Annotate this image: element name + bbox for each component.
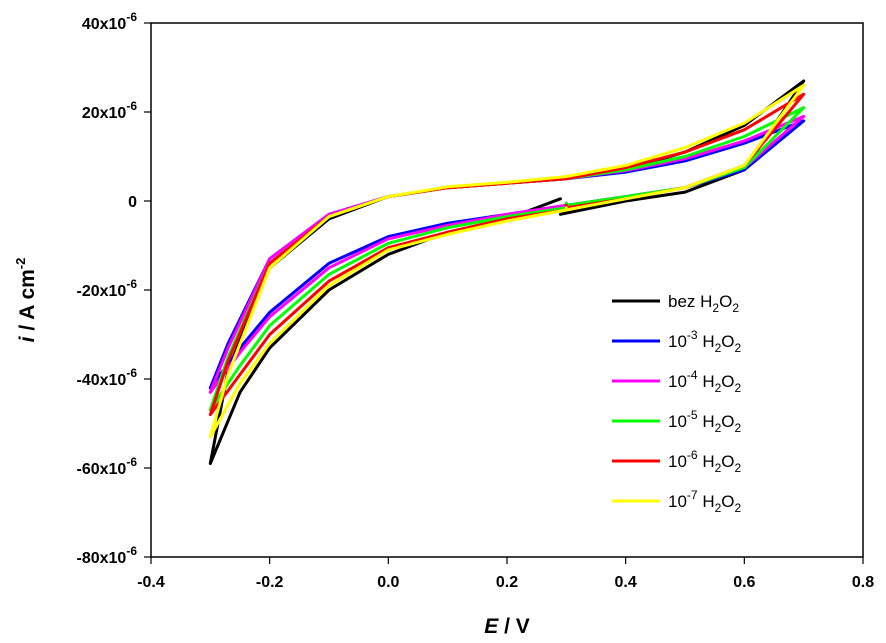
legend-prefix: 10 bbox=[668, 452, 687, 471]
y-tick-label: 40x10-6 bbox=[82, 10, 137, 33]
legend-label: 10-3 H2O2 bbox=[668, 328, 742, 355]
series-curve bbox=[208, 79, 806, 465]
x-tick-label: -0.4 bbox=[137, 574, 165, 591]
y-tick-mantissa: -40x10 bbox=[77, 372, 127, 389]
y-tick-mantissa: -20x10 bbox=[77, 283, 127, 300]
legend-item: 10-3 H2O2 bbox=[612, 328, 742, 355]
legend-prefix: 10 bbox=[668, 372, 687, 391]
legend-exponent: -6 bbox=[687, 448, 698, 462]
y-tick-mantissa: 0 bbox=[128, 194, 137, 211]
y-tick-exponent: -6 bbox=[126, 544, 137, 558]
legend-species: H bbox=[702, 372, 714, 391]
legend-exponent: -5 bbox=[687, 408, 698, 422]
y-axis-symbol: i bbox=[16, 335, 39, 342]
legend-label: 10-5 H2O2 bbox=[668, 408, 742, 435]
legend-species: H bbox=[702, 412, 714, 431]
legend-label: 10-7 H2O2 bbox=[668, 488, 742, 515]
y-tick-exponent: -6 bbox=[126, 277, 137, 291]
y-axis-unit-exponent: -2 bbox=[13, 258, 28, 270]
legend-prefix: 10 bbox=[668, 492, 687, 511]
legend-item: 10-6 H2O2 bbox=[612, 448, 742, 475]
y-tick-mantissa: 20x10 bbox=[82, 105, 127, 122]
legend-item: bez H2O2 bbox=[612, 292, 739, 315]
legend-prefix: 10 bbox=[668, 332, 687, 351]
y-tick-label: -60x10-6 bbox=[77, 455, 138, 478]
legend-exponent: -7 bbox=[687, 488, 698, 502]
y-axis-unit: / A cm bbox=[16, 269, 39, 336]
x-tick-label: 0.2 bbox=[496, 574, 518, 591]
y-tick-mantissa: 40x10 bbox=[82, 16, 127, 33]
legend: bez H2O2 10-3 H2O2 10-4 H2O2 10-5 H2O2 10-6 … bbox=[612, 292, 742, 515]
x-tick-label: 0.8 bbox=[852, 574, 874, 591]
y-tick-label: 20x10-6 bbox=[82, 99, 137, 122]
legend-label: bez H2O2 bbox=[668, 292, 739, 315]
x-tick-label: 0.4 bbox=[615, 574, 637, 591]
legend-item: 10-7 H2O2 bbox=[612, 488, 742, 515]
tick-layer: -0.4 -0.2 0.0 0.2 0.4 0.6 0.840x10-620x10-60-2… bbox=[77, 10, 875, 591]
y-tick-exponent: -6 bbox=[126, 10, 137, 24]
legend-species: H bbox=[702, 332, 714, 351]
series-curve bbox=[208, 92, 806, 417]
legend-label: 10-6 H2O2 bbox=[668, 448, 742, 475]
x-tick-label: 0.0 bbox=[377, 574, 399, 591]
legend-species: H bbox=[702, 492, 714, 511]
legend-exponent: -4 bbox=[687, 368, 698, 382]
y-axis-title: i / A cm-2 bbox=[13, 258, 39, 343]
y-tick-exponent: -6 bbox=[126, 455, 137, 469]
y-tick-mantissa: -80x10 bbox=[77, 550, 127, 567]
legend-exponent: -3 bbox=[687, 328, 698, 342]
series-layer bbox=[208, 79, 806, 465]
y-tick-label: -20x10-6 bbox=[77, 277, 138, 300]
legend-item: 10-4 H2O2 bbox=[612, 368, 742, 395]
series-curve bbox=[208, 83, 806, 439]
legend-prefix: bez bbox=[668, 292, 700, 311]
y-tick-label: -40x10-6 bbox=[77, 366, 138, 389]
x-axis-title: E / V bbox=[484, 615, 530, 638]
x-tick-label: -0.2 bbox=[256, 574, 284, 591]
legend-label: 10-4 H2O2 bbox=[668, 368, 742, 395]
legend-item: 10-5 H2O2 bbox=[612, 408, 742, 435]
x-axis-symbol: E bbox=[484, 615, 499, 638]
legend-species: H bbox=[702, 452, 714, 471]
y-tick-exponent: -6 bbox=[126, 366, 137, 380]
legend-prefix: 10 bbox=[668, 412, 687, 431]
y-tick-exponent: -6 bbox=[126, 99, 137, 113]
y-tick-label: 0 bbox=[128, 194, 137, 211]
y-tick-mantissa: -60x10 bbox=[77, 461, 127, 478]
y-tick-label: -80x10-6 bbox=[77, 544, 138, 567]
legend-species: H bbox=[700, 292, 712, 311]
x-axis-unit: / V bbox=[498, 615, 530, 638]
x-tick-label: 0.6 bbox=[733, 574, 755, 591]
